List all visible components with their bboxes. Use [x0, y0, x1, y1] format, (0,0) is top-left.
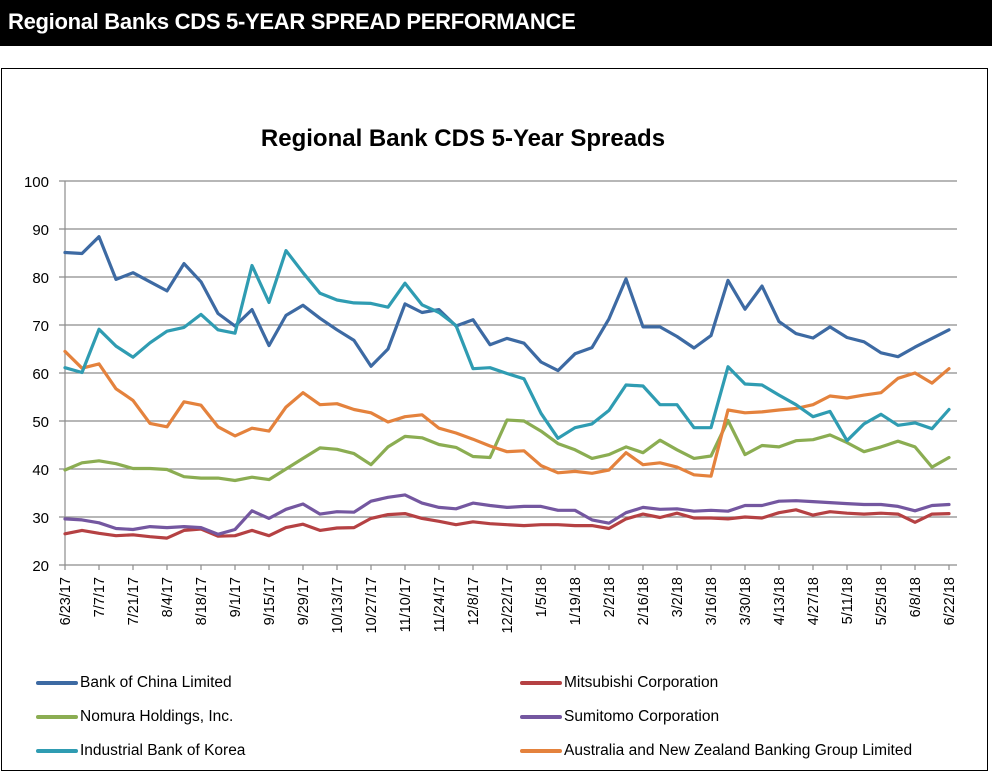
y-tick-label: 50: [32, 414, 49, 431]
page-title: Regional Banks CDS 5-YEAR SPREAD PERFORM…: [8, 9, 576, 34]
legend-item: Nomura Holdings, Inc.: [36, 706, 233, 728]
x-tick-label: 10/27/17: [364, 577, 380, 633]
x-tick-label: 12/8/17: [466, 577, 482, 625]
y-tick-label: 100: [24, 174, 49, 191]
x-tick-label: 11/24/17: [432, 577, 448, 632]
x-tick-label: 12/22/17: [500, 577, 516, 633]
legend-swatch-bank-of-china: [36, 681, 78, 685]
x-tick-label: 5/25/18: [874, 577, 890, 625]
legend: Bank of China Limited Mitsubishi Corpora…: [0, 668, 992, 768]
legend-item: Industrial Bank of Korea: [36, 740, 245, 762]
x-tick-label: 6/8/18: [908, 577, 924, 617]
x-tick-label: 8/18/17: [194, 577, 210, 625]
x-tick-label: 10/13/17: [330, 577, 346, 633]
x-tick-label: 6/22/18: [942, 577, 958, 625]
legend-swatch-nomura: [36, 715, 78, 719]
x-tick-label: 11/10/17: [398, 577, 414, 632]
x-tick-label: 4/13/18: [772, 577, 788, 625]
series-line-bank-of-china-limited: [63, 235, 951, 373]
series-lines: [63, 235, 951, 540]
legend-swatch-mitsubishi: [520, 681, 562, 685]
y-tick-label: 20: [32, 558, 49, 575]
x-axis: 6/23/17 7/7/17 7/21/17 8/4/17 8/18/17 9/1/17 9…: [58, 565, 958, 633]
y-tick-label: 90: [32, 222, 49, 239]
x-tick-label: 9/15/17: [262, 577, 278, 625]
x-tick-label: 9/29/17: [296, 577, 312, 625]
y-tick-label: 60: [32, 366, 49, 383]
x-tick-label: 2/2/18: [602, 577, 618, 617]
x-tick-label: 3/30/18: [738, 577, 754, 625]
legend-swatch-sumitomo: [520, 715, 562, 719]
series-line-mitsubishi-corporation: [63, 508, 951, 540]
x-tick-label: 4/27/18: [806, 577, 822, 625]
legend-label: Industrial Bank of Korea: [80, 742, 246, 759]
legend-label: Sumitomo Corporation: [564, 708, 720, 725]
legend-item: Sumitomo Corporation: [520, 706, 719, 728]
x-tick-label: 8/4/17: [160, 577, 176, 617]
legend-label: Mitsubishi Corporation: [564, 674, 719, 691]
y-tick-label: 70: [32, 318, 49, 335]
y-tick-label: 40: [32, 462, 49, 479]
x-tick-label: 3/2/18: [670, 577, 686, 617]
y-axis: 20 30 40 50 60 70 80 90 100: [24, 174, 66, 575]
x-tick-label: 2/16/18: [636, 577, 652, 625]
legend-item: Mitsubishi Corporation: [520, 672, 718, 694]
series-line-sumitomo-corporation: [63, 493, 951, 536]
x-tick-label: 1/5/18: [534, 577, 550, 617]
x-tick-label: 9/1/17: [228, 577, 244, 617]
series-line-australia-and-new-zealand-banking-group-limited: [63, 349, 951, 478]
y-tick-label: 80: [32, 270, 49, 287]
legend-swatch-anz: [520, 749, 562, 753]
x-tick-label: 7/21/17: [126, 577, 142, 625]
x-tick-label: 5/11/18: [840, 577, 856, 624]
x-tick-label: 6/23/17: [58, 577, 74, 625]
header-bar: Regional Banks CDS 5-YEAR SPREAD PERFORM…: [0, 0, 992, 46]
x-tick-label: 1/19/18: [568, 577, 584, 625]
series-line-nomura-holdings-inc: [63, 418, 951, 483]
series-line-industrial-bank-of-korea: [63, 249, 951, 443]
x-tick-label: 7/7/17: [92, 577, 108, 617]
chart-frame: [1, 68, 988, 771]
legend-swatch-industrial-bank-of-korea: [36, 749, 78, 753]
legend-item: Australia and New Zealand Banking Group …: [520, 740, 912, 762]
chart-title: Regional Bank CDS 5-Year Spreads: [261, 125, 665, 152]
y-tick-label: 30: [32, 510, 49, 527]
legend-label: Nomura Holdings, Inc.: [80, 708, 234, 725]
legend-item: Bank of China Limited: [36, 672, 232, 694]
x-tick-label: 3/16/18: [704, 577, 720, 625]
legend-label: Australia and New Zealand Banking Group …: [564, 742, 913, 759]
legend-label: Bank of China Limited: [80, 674, 232, 691]
